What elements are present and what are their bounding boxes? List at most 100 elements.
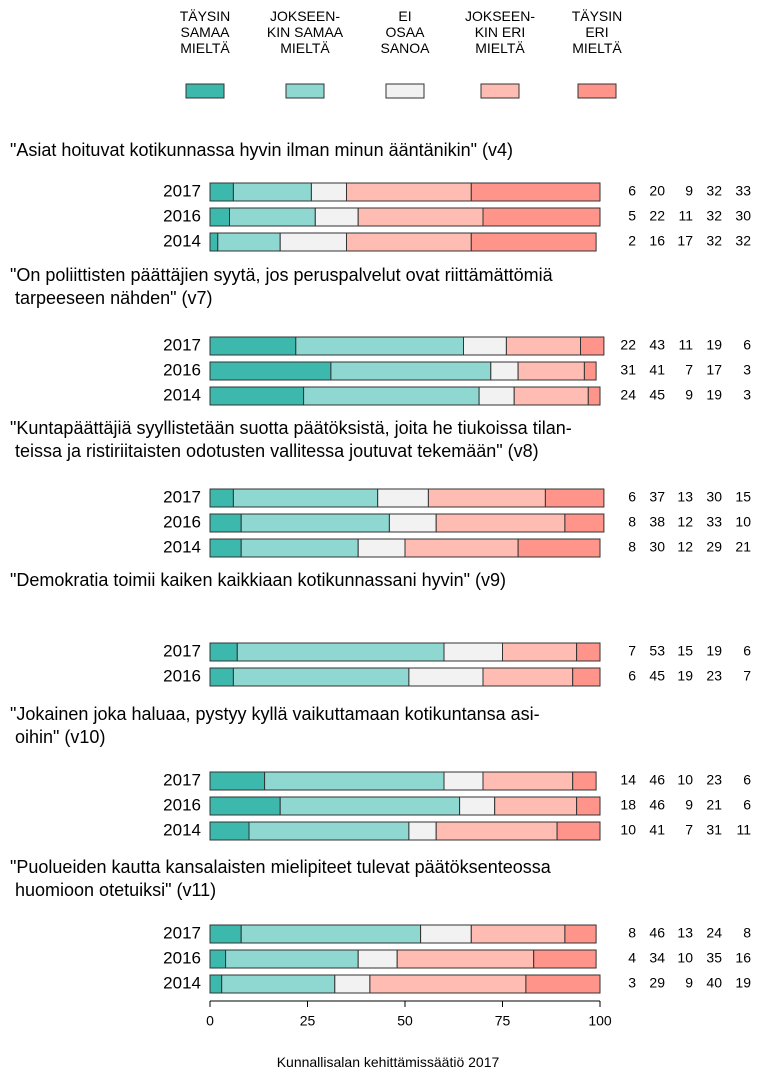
bar-segment bbox=[232, 182, 312, 202]
bar-segment bbox=[209, 974, 223, 994]
value-label: 24 bbox=[620, 387, 636, 403]
value-label: 20 bbox=[649, 183, 665, 199]
bar-segment bbox=[209, 796, 281, 816]
value-label: 5 bbox=[628, 208, 636, 224]
year-label: 2017 bbox=[163, 181, 201, 200]
bar-segment bbox=[583, 361, 597, 381]
legend-swatch bbox=[577, 83, 617, 99]
bar-segment bbox=[209, 182, 234, 202]
bar-segment bbox=[443, 771, 484, 791]
bar-segment bbox=[209, 232, 219, 252]
x-tick-label: 75 bbox=[495, 1013, 511, 1029]
value-label: 40 bbox=[706, 975, 722, 991]
value-label: 37 bbox=[649, 489, 665, 505]
value-label: 3 bbox=[628, 975, 636, 991]
bar-segment bbox=[564, 924, 597, 944]
value-label: 8 bbox=[743, 925, 751, 941]
value-label: 10 bbox=[620, 822, 636, 838]
bar-segment bbox=[482, 207, 601, 227]
value-label: 6 bbox=[743, 797, 751, 813]
value-label: 15 bbox=[677, 643, 693, 659]
bar-segment bbox=[310, 182, 347, 202]
bar-segment bbox=[209, 642, 238, 662]
value-label: 6 bbox=[628, 183, 636, 199]
bar-segment bbox=[502, 642, 578, 662]
value-label: 23 bbox=[706, 668, 722, 684]
year-label: 2016 bbox=[163, 795, 201, 814]
bar-segment bbox=[576, 796, 601, 816]
bar-segment bbox=[240, 538, 359, 558]
bar-segment bbox=[435, 821, 558, 841]
bar-segment bbox=[240, 924, 422, 944]
value-label: 8 bbox=[628, 539, 636, 555]
value-label: 53 bbox=[649, 643, 665, 659]
bar-segment bbox=[209, 949, 227, 969]
legend-label: JOKSEEN- KIN ERI MIELTÄ bbox=[464, 8, 535, 56]
bar-segment bbox=[303, 386, 480, 406]
year-label: 2014 bbox=[163, 231, 201, 250]
value-label: 10 bbox=[735, 514, 751, 530]
value-label: 19 bbox=[706, 387, 722, 403]
value-label: 30 bbox=[735, 208, 751, 224]
value-label: 6 bbox=[743, 643, 751, 659]
bar-segment bbox=[470, 182, 601, 202]
value-label: 33 bbox=[735, 183, 751, 199]
value-label: 41 bbox=[649, 362, 665, 378]
bar-segment bbox=[357, 207, 484, 227]
bar-segment bbox=[209, 924, 242, 944]
value-label: 21 bbox=[706, 797, 722, 813]
value-label: 21 bbox=[735, 539, 751, 555]
bar-segment bbox=[225, 949, 359, 969]
value-label: 6 bbox=[628, 668, 636, 684]
question-title: "Asiat hoituvat kotikunnassa hyvin ilman… bbox=[10, 140, 514, 160]
value-label: 33 bbox=[706, 514, 722, 530]
year-label: 2016 bbox=[163, 666, 201, 685]
bar-segment bbox=[517, 361, 585, 381]
bar-segment bbox=[470, 924, 566, 944]
value-label: 10 bbox=[677, 772, 693, 788]
value-label: 19 bbox=[735, 975, 751, 991]
value-label: 9 bbox=[685, 975, 693, 991]
bar-segment bbox=[435, 513, 566, 533]
legend-label: TÄYSIN ERI MIELTÄ bbox=[571, 8, 623, 56]
bar-segment bbox=[572, 771, 597, 791]
year-label: 2014 bbox=[163, 973, 201, 992]
value-label: 3 bbox=[743, 362, 751, 378]
value-label: 6 bbox=[743, 772, 751, 788]
value-label: 7 bbox=[628, 643, 636, 659]
bar-segment bbox=[408, 821, 437, 841]
question-title: "On poliittisten päättäjien syytä, jos p… bbox=[10, 265, 553, 308]
value-label: 16 bbox=[735, 950, 751, 966]
value-label: 11 bbox=[678, 208, 693, 224]
footer: Kunnallisalan kehittämissäätiö 2017 bbox=[276, 1054, 500, 1070]
value-label: 31 bbox=[706, 822, 722, 838]
bar-segment bbox=[346, 182, 472, 202]
bar-segment bbox=[404, 538, 519, 558]
question-title: "Demokratia toimii kaiken kaikkiaan koti… bbox=[10, 570, 506, 590]
bar-segment bbox=[396, 949, 535, 969]
bar-segment bbox=[314, 207, 359, 227]
bar-segment bbox=[346, 232, 472, 252]
bar-segment bbox=[279, 232, 348, 252]
value-label: 46 bbox=[649, 797, 665, 813]
bar-segment bbox=[388, 513, 437, 533]
bar-segment bbox=[357, 538, 406, 558]
value-label: 16 bbox=[649, 233, 665, 249]
value-label: 4 bbox=[628, 950, 636, 966]
value-label: 13 bbox=[677, 489, 693, 505]
legend-swatch bbox=[385, 83, 425, 99]
value-label: 34 bbox=[649, 950, 665, 966]
value-label: 23 bbox=[706, 772, 722, 788]
value-label: 30 bbox=[706, 489, 722, 505]
value-label: 45 bbox=[649, 387, 665, 403]
bar-segment bbox=[209, 488, 234, 508]
value-label: 14 bbox=[620, 772, 636, 788]
legend-swatch bbox=[185, 83, 225, 99]
value-label: 19 bbox=[677, 668, 693, 684]
value-label: 43 bbox=[649, 337, 665, 353]
value-label: 29 bbox=[706, 539, 722, 555]
value-label: 32 bbox=[706, 233, 722, 249]
value-label: 32 bbox=[706, 208, 722, 224]
